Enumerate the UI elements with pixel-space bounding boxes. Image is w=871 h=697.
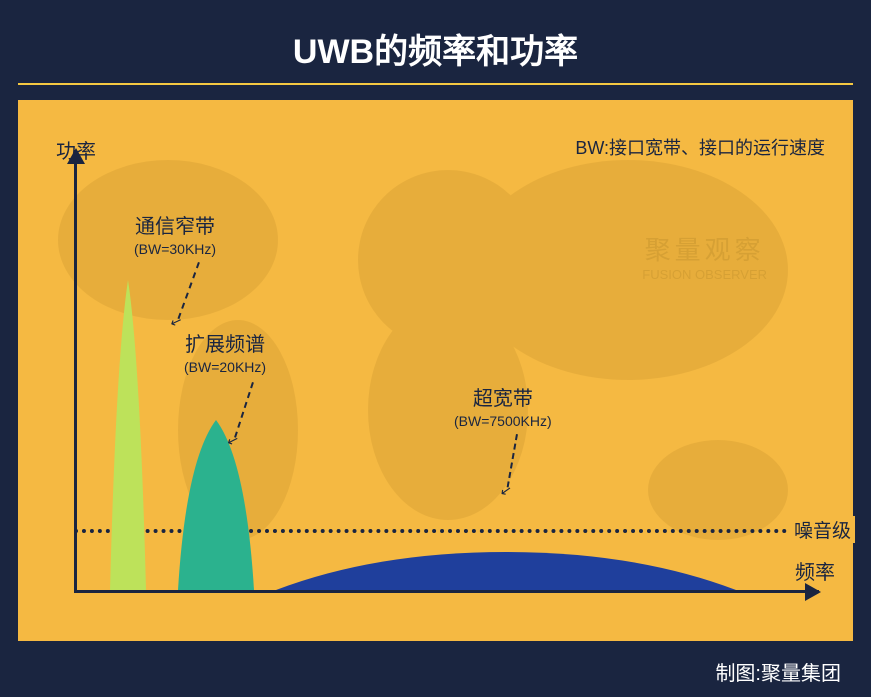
chart-area: 聚量观察 FUSION OBSERVER 功率 频率 BW:接口宽带、接口的运行… (18, 100, 853, 641)
peak-title: 超宽带 (473, 388, 533, 410)
footer-credit: 制图:聚量集团 (715, 657, 841, 686)
page-title: UWB的频率和功率 (0, 24, 871, 73)
peak-label-narrowband: 通信窄带 (BW=30KHz) (134, 210, 216, 257)
peak-spread-spectrum (178, 420, 254, 590)
noise-label: 噪音级 (790, 516, 855, 543)
y-axis-label: 功率 (56, 135, 96, 164)
peak-narrowband (110, 280, 146, 590)
peak-title: 扩展频谱 (185, 334, 265, 356)
header: UWB的频率和功率 (0, 0, 871, 95)
peak-label-spread: 扩展频谱 (BW=20KHz) (184, 328, 266, 375)
peak-subtitle: (BW=20KHz) (184, 359, 266, 375)
title-underline (18, 83, 853, 85)
peak-label-uwb: 超宽带 (BW=7500KHz) (454, 382, 552, 429)
x-axis (74, 590, 819, 593)
peak-title: 通信窄带 (135, 216, 215, 238)
peak-subtitle: (BW=7500KHz) (454, 413, 552, 429)
footer: 制图:聚量集团 (0, 645, 871, 697)
bw-note: BW:接口宽带、接口的运行速度 (575, 134, 825, 160)
y-axis (74, 150, 77, 593)
x-axis-label: 频率 (795, 556, 835, 585)
peak-uwb (276, 552, 736, 590)
peak-subtitle: (BW=30KHz) (134, 241, 216, 257)
